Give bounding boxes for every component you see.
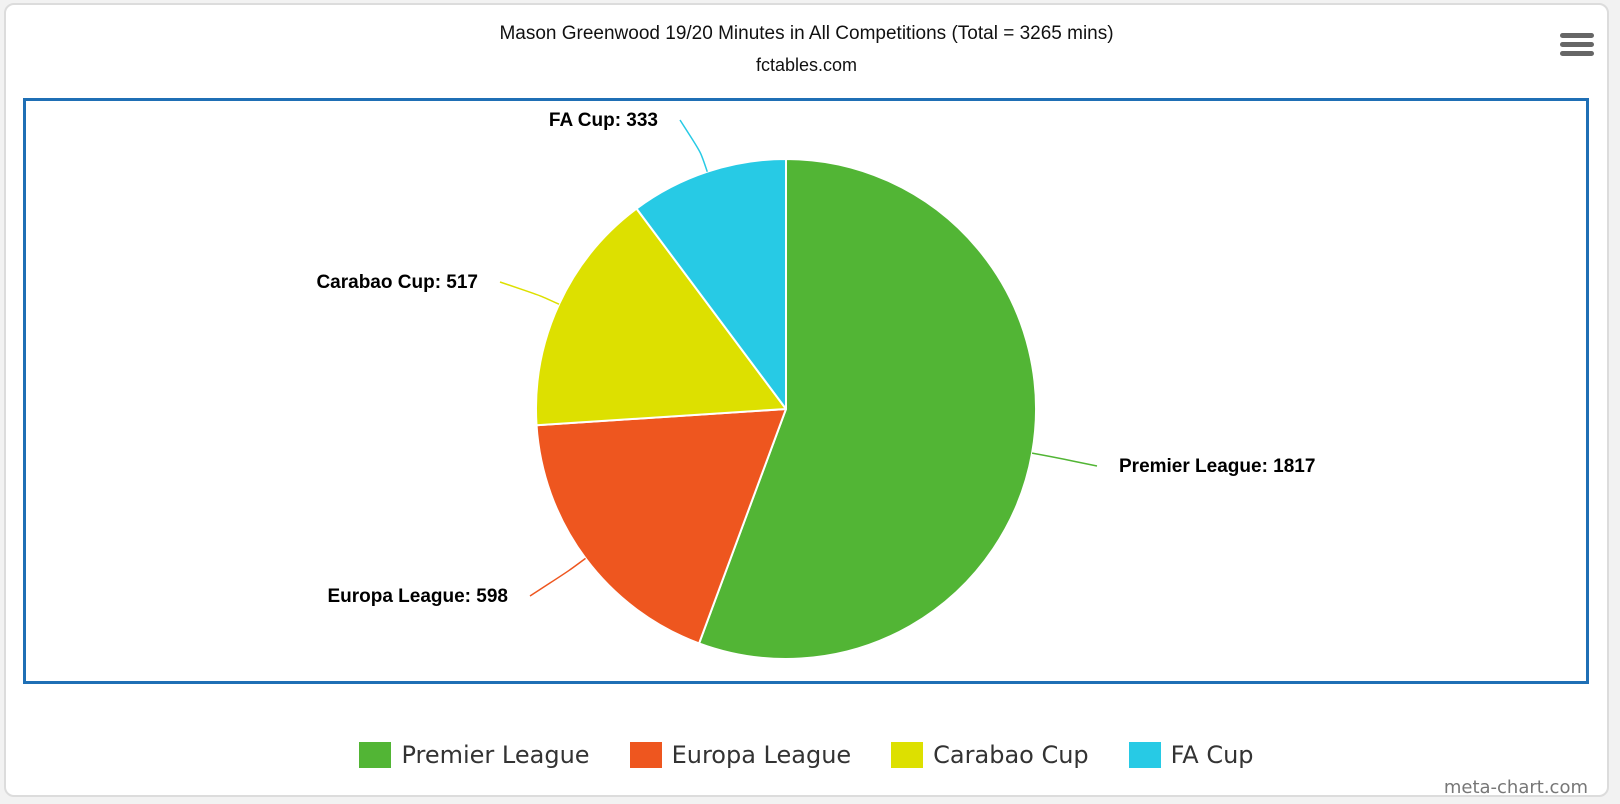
pie-slice-fa-cup[interactable] [635, 158, 787, 410]
connector-fa-cup [679, 119, 708, 172]
legend-label: Premier League [401, 741, 590, 769]
connector-carabao-cup [499, 281, 560, 305]
legend-item-carabao-cup[interactable]: Carabao Cup [891, 741, 1089, 769]
chart-subtitle: fctables.com [755, 55, 858, 75]
legend-item-fa-cup[interactable]: FA Cup [1128, 741, 1254, 769]
chart-legend: Premier League Europa League Carabao Cup FA… [6, 735, 1607, 775]
data-label-europa-league: Europa League: 598 [327, 586, 508, 607]
legend-label: Carabao Cup [933, 741, 1089, 769]
menu-bar [1560, 42, 1594, 47]
chart-frame: Mason Greenwood 19/20 Minutes in All Com… [4, 3, 1609, 797]
legend-swatch [1128, 742, 1161, 768]
legend-swatch [629, 742, 662, 768]
credit-text[interactable]: meta-chart.com [1443, 777, 1588, 797]
data-label-premier-league: Premier League: 1817 [1119, 456, 1315, 477]
data-label-carabao-cup: Carabao Cup: 517 [316, 272, 478, 293]
pie-slice-premier-league[interactable] [698, 158, 1037, 660]
connector-europa-league [529, 557, 586, 597]
connector-premier-league [1031, 452, 1098, 467]
hamburger-menu-icon[interactable] [1560, 33, 1594, 63]
legend-item-europa-league[interactable]: Europa League [629, 741, 852, 769]
data-label-fa-cup: FA Cup: 333 [549, 110, 658, 131]
legend-item-premier-league[interactable]: Premier League [359, 741, 590, 769]
chart-title: Mason Greenwood 19/20 Minutes in All Com… [499, 23, 1114, 44]
plot-area [23, 98, 1589, 684]
legend-swatch [891, 742, 924, 768]
legend-label: FA Cup [1170, 741, 1254, 769]
menu-bar [1560, 33, 1594, 38]
legend-swatch [359, 742, 392, 768]
pie-slice-carabao-cup[interactable] [535, 207, 787, 427]
pie-chart: Premier League: 1817 Europa League: 598 Ca… [316, 110, 1315, 660]
legend-label: Europa League [671, 741, 852, 769]
menu-bar [1560, 51, 1594, 56]
